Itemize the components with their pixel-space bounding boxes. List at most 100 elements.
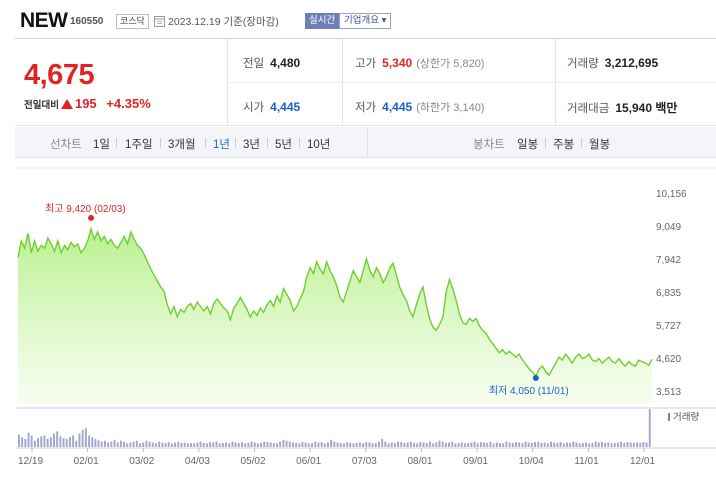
volume-bar: [575, 442, 578, 447]
volume-bar: [285, 440, 288, 447]
volume-bar: [272, 443, 275, 447]
volume-bar: [167, 442, 170, 447]
volume-bar: [301, 442, 304, 447]
separator: [299, 138, 300, 148]
volume-bar: [534, 442, 537, 447]
divider: [228, 82, 716, 83]
volume-bar: [387, 443, 390, 447]
volume-bar: [422, 442, 425, 447]
volume-bar: [601, 442, 603, 447]
volume-bar: [419, 442, 422, 447]
volume-bar: [59, 436, 62, 447]
calendar-icon: [154, 16, 165, 27]
volume-bar: [215, 441, 218, 447]
volume-bar: [444, 443, 447, 447]
volume-bar: [355, 443, 358, 447]
volume-bar: [613, 443, 616, 447]
volume-bar: [91, 437, 94, 447]
volume-bar: [515, 442, 517, 447]
x-tick-label: 05/02: [240, 456, 266, 467]
volume-bar: [480, 442, 482, 447]
volume-bar: [135, 440, 138, 447]
volume-bar: [151, 442, 154, 447]
volume-bar: [451, 441, 454, 447]
volume-bar: [196, 442, 199, 447]
volume-bar: [454, 443, 457, 447]
volume-bar: [88, 435, 91, 447]
period-1d[interactable]: 1일: [93, 139, 110, 151]
volume-bar: [327, 442, 329, 447]
volume-bar: [209, 442, 212, 447]
quote-panel: 4,675 전일대비 195 +4.35% 전일 4,480 고가 5,340 (상한가…: [15, 38, 716, 126]
period-5y[interactable]: 5년: [275, 139, 292, 151]
volume-bar: [374, 443, 377, 447]
upper-limit: (상한가 5,820): [416, 58, 485, 70]
volume-bar: [438, 440, 441, 447]
volume-bar: [629, 442, 632, 447]
x-tick-label: 12/01: [630, 456, 656, 467]
volume-bar: [225, 442, 228, 447]
volume-legend-mark: [668, 413, 670, 421]
volume-bar: [37, 438, 40, 447]
volume-bar: [145, 440, 148, 447]
volume-bar: [107, 442, 110, 447]
volume-bar: [550, 441, 553, 447]
volume-bar: [578, 443, 581, 447]
volume-bar: [384, 441, 387, 447]
period-10y[interactable]: 10년: [307, 139, 331, 151]
volume-bar: [132, 441, 135, 447]
volume-bar: [62, 438, 65, 447]
volume: 거래량 3,212,695: [567, 55, 658, 71]
volume-bar: [483, 442, 486, 447]
volume-bar: [292, 442, 294, 447]
period-1w[interactable]: 1주일: [125, 139, 153, 151]
volume-bar: [435, 442, 438, 447]
open-value: 4,445: [270, 100, 301, 114]
volume-bar: [30, 435, 33, 447]
volume-bar: [381, 439, 384, 447]
volume-bar: [330, 439, 333, 447]
volume-bar: [65, 439, 68, 447]
period-3m[interactable]: 3개월: [168, 139, 196, 151]
volume-bar: [333, 441, 336, 447]
price-box: 4,675 전일대비 195 +4.35%: [15, 39, 228, 126]
candle-weekly[interactable]: 주봉: [553, 139, 575, 151]
date-value: 2023.12.19: [168, 16, 221, 28]
company-overview-dropdown[interactable]: 기업개요 ▾: [339, 13, 392, 29]
volume-bar: [569, 443, 572, 447]
low-value: 4,445: [382, 100, 413, 114]
period-3y[interactable]: 3년: [243, 139, 260, 151]
volume-bar: [457, 443, 460, 447]
volume-bar: [40, 436, 43, 447]
volume-bar: [521, 443, 524, 447]
volume-bar: [81, 430, 84, 447]
volume-bar: [199, 441, 202, 447]
volume-bar: [597, 442, 600, 447]
candle-daily[interactable]: 일봉: [517, 139, 539, 151]
period-1y[interactable]: 1년: [213, 139, 230, 151]
volume-bar: [441, 441, 444, 447]
volume-bar: [234, 442, 237, 447]
x-tick-label: 09/01: [463, 456, 489, 467]
volume-bar: [43, 435, 46, 447]
y-tick-label: 10,156: [656, 189, 687, 200]
volume-bar: [228, 443, 231, 447]
volume-bar: [84, 428, 87, 447]
volume-bar: [626, 442, 629, 447]
volume-bar: [126, 443, 129, 447]
trade-value-amount: 15,940 백만: [615, 101, 678, 115]
volume-bar: [279, 441, 282, 447]
high-point-marker: [88, 214, 95, 221]
realtime-button[interactable]: 실시간: [305, 13, 340, 29]
volume-bar: [349, 442, 352, 447]
volume-bar: [186, 443, 189, 447]
volume-bar: [591, 443, 594, 447]
candle-monthly[interactable]: 월봉: [589, 139, 611, 151]
volume-bar: [425, 443, 428, 447]
volume-bar: [75, 440, 78, 447]
separator: [160, 138, 161, 148]
y-tick-label: 3,513: [656, 387, 682, 398]
x-tick-label: 03/02: [129, 456, 155, 467]
volume-bar: [110, 441, 113, 447]
volume-bar: [648, 409, 651, 447]
